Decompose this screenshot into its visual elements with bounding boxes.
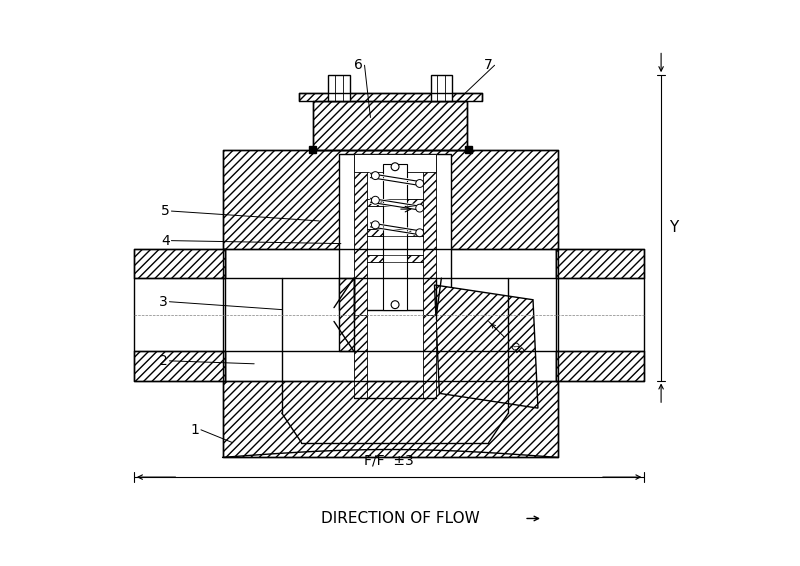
Polygon shape (354, 154, 437, 171)
Circle shape (371, 221, 379, 229)
Polygon shape (134, 248, 225, 278)
Polygon shape (354, 154, 367, 315)
Bar (465, 146, 472, 153)
Text: F/F  ±3: F/F ±3 (364, 453, 414, 468)
Polygon shape (339, 154, 451, 310)
Circle shape (371, 196, 379, 204)
Polygon shape (556, 351, 558, 380)
Circle shape (416, 179, 424, 187)
Text: ØP: ØP (507, 340, 526, 358)
Circle shape (391, 301, 399, 308)
Polygon shape (367, 229, 422, 235)
Text: 3: 3 (159, 295, 168, 308)
Polygon shape (328, 75, 350, 101)
Polygon shape (556, 248, 558, 278)
Text: 1: 1 (190, 423, 199, 437)
Text: 6: 6 (354, 58, 363, 72)
Text: 7: 7 (484, 58, 493, 72)
Circle shape (416, 204, 424, 212)
Polygon shape (222, 351, 225, 380)
Polygon shape (367, 199, 422, 206)
Text: DIRECTION OF FLOW: DIRECTION OF FLOW (321, 511, 479, 526)
Polygon shape (298, 93, 482, 101)
Polygon shape (422, 154, 437, 315)
Polygon shape (430, 75, 452, 101)
Text: 4: 4 (161, 234, 170, 248)
Circle shape (391, 163, 399, 171)
Polygon shape (422, 315, 437, 398)
Text: 5: 5 (161, 204, 170, 218)
Polygon shape (556, 351, 644, 380)
Polygon shape (134, 351, 225, 380)
Polygon shape (383, 164, 407, 310)
Polygon shape (222, 150, 558, 248)
Polygon shape (222, 380, 558, 457)
Circle shape (416, 229, 424, 237)
Polygon shape (314, 101, 467, 150)
Polygon shape (222, 248, 225, 278)
Text: Y: Y (669, 220, 678, 235)
Polygon shape (367, 255, 422, 262)
Polygon shape (354, 315, 367, 398)
Polygon shape (556, 248, 644, 278)
Text: 2: 2 (159, 354, 168, 368)
Polygon shape (434, 285, 538, 408)
Bar (310, 146, 316, 153)
Circle shape (371, 171, 379, 179)
Polygon shape (339, 278, 354, 351)
